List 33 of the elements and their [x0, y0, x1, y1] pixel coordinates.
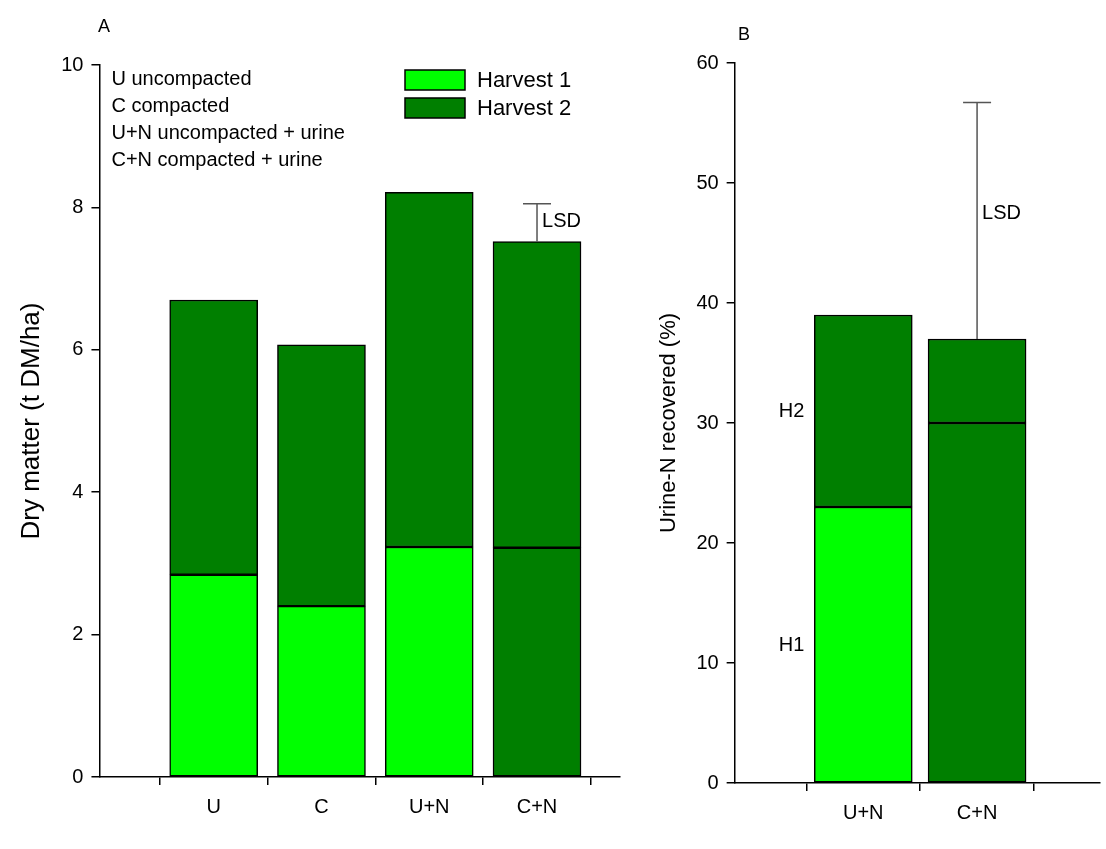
y-tick-label: 0: [72, 764, 84, 787]
y-tick-label: 60: [696, 50, 719, 73]
x-tick-label: C+N: [516, 794, 558, 817]
annotation: LSD: [982, 200, 1021, 223]
x-tick-label: C+N: [956, 800, 998, 823]
y-axis-title: Dry matter (t DM/ha): [14, 302, 45, 540]
y-tick-label: 40: [696, 290, 719, 313]
annotation: C compacted: [111, 93, 230, 116]
x-tick-label: U+N: [842, 800, 884, 823]
annotation: C+N compacted + urine: [111, 147, 323, 170]
legend-label: Harvest 2: [477, 95, 572, 121]
chart-title: B: [738, 24, 751, 44]
y-tick-label: 50: [696, 170, 719, 193]
legend-label: Harvest 1: [477, 67, 572, 93]
chart-title: A: [98, 16, 111, 36]
y-tick-label: 0: [707, 770, 719, 793]
annotation: U uncompacted: [111, 66, 252, 89]
annotation: U+N uncompacted + urine: [111, 120, 345, 143]
y-tick-label: 10: [61, 52, 84, 75]
y-tick-label: 20: [696, 530, 719, 553]
x-tick-label: U: [206, 794, 221, 817]
x-tick-label: U+N: [408, 794, 450, 817]
y-tick-label: 8: [72, 194, 84, 217]
annotation: LSD: [542, 209, 581, 232]
y-tick-label: 6: [72, 337, 84, 360]
x-tick-label: C: [314, 794, 329, 817]
series-label: H2: [778, 398, 805, 421]
y-tick-label: 2: [72, 622, 84, 645]
y-tick-label: 4: [72, 479, 84, 502]
series-label: H1: [778, 632, 805, 655]
y-tick-label: 30: [696, 410, 719, 433]
y-axis-title: Urine-N recovered (%): [655, 312, 681, 534]
y-tick-label: 10: [696, 650, 719, 673]
